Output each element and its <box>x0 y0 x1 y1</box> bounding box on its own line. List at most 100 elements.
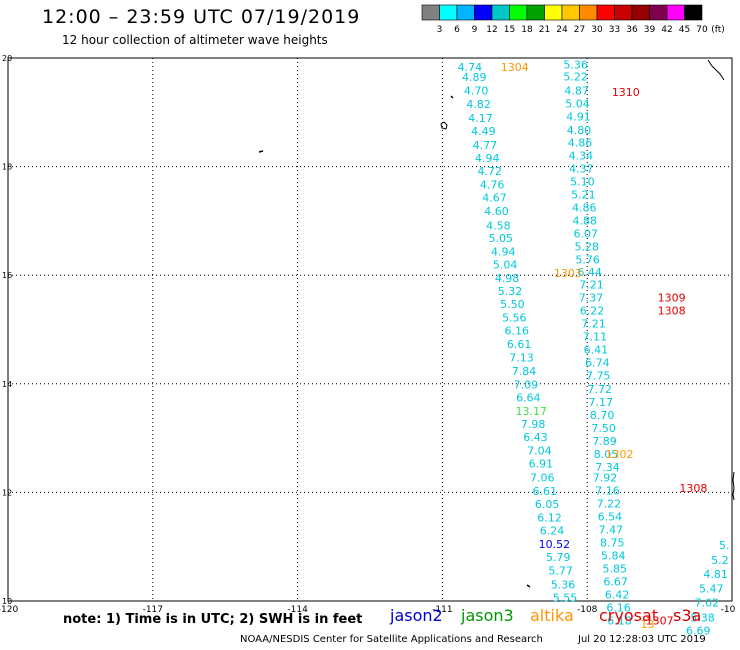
scale-label: 33 <box>609 25 620 35</box>
pass-time-label: 1308 <box>658 305 686 318</box>
coastline <box>258 59 735 588</box>
axis-labels: -120 -117 -114 -111 -108 -10 20 18 16 14 12 10 <box>0 54 736 615</box>
scale-label: 39 <box>644 25 656 35</box>
wave-height-value: 4.80 <box>567 124 592 137</box>
wave-height-value: 5.36 <box>563 59 588 72</box>
lat-tick-label: 20 <box>2 54 12 63</box>
lat-tick-label: 10 <box>2 597 12 606</box>
color-scale-legend: 3 6 9 12 15 18 21 24 27 30 33 36 39 42 45 70 (ft) <box>421 4 725 35</box>
wave-height-value: 7.11 <box>583 331 608 344</box>
wave-height-value: 5.21 <box>571 188 596 201</box>
wave-height-value: 5.22 <box>563 71 588 84</box>
lon-tick-label: -108 <box>577 605 598 615</box>
wave-height-value: 4.89 <box>462 71 487 84</box>
wave-height-value: 7.16 <box>595 484 620 497</box>
wave-height-value: 5.84 <box>601 549 626 562</box>
wave-height-value: 4.17 <box>468 112 493 125</box>
scale-label: 15 <box>504 25 515 35</box>
wave-height-value: 7.47 <box>599 523 624 536</box>
island-3 <box>258 150 264 153</box>
map-frame <box>7 57 733 602</box>
wave-height-value: 5.50 <box>500 298 525 311</box>
wave-height-value: 6.91 <box>529 458 554 471</box>
wave-height-value: 6.69 <box>686 624 711 637</box>
wave-height-value: 5.04 <box>565 98 590 111</box>
wave-height-value: 4.98 <box>495 272 520 285</box>
page-subtitle: 12 hour collection of altimeter wave hei… <box>62 33 328 47</box>
wave-height-value: 5.85 <box>602 563 627 576</box>
lon-tick-label: -114 <box>287 605 308 615</box>
wave-height-value: 5.32 <box>498 285 523 298</box>
island-4 <box>526 584 531 588</box>
pass-time-label: 1308 <box>679 482 707 495</box>
lat-tick-label: 18 <box>2 163 12 172</box>
scale-label: 30 <box>591 25 603 35</box>
wave-height-value: 6.64 <box>516 391 541 404</box>
satellite-label-altika: altika <box>530 606 574 625</box>
scale-label: 3 <box>437 25 443 35</box>
wave-height-value: 5.04 <box>493 258 518 271</box>
wave-height-value: 6.18 <box>607 615 632 628</box>
wave-height-value: 7.02 <box>695 597 720 610</box>
wave-height-value: 7.09 <box>514 378 539 391</box>
wave-height-value: 5.2 <box>711 554 729 567</box>
footer-note: note: 1) Time is in UTC; 2) SWH is in fe… <box>63 612 363 627</box>
wave-height-value: 4.91 <box>566 111 591 124</box>
wave-height-value: 4.34 <box>569 149 594 162</box>
wave-height-value: 7.34 <box>595 461 620 474</box>
wave-height-value: 4.87 <box>564 85 589 98</box>
wave-height-value: 7.72 <box>587 383 612 396</box>
lon-tick-label: -111 <box>432 605 452 615</box>
wave-height-value: 7.37 <box>579 292 604 305</box>
wave-height-value: 4.82 <box>466 98 491 111</box>
scale-label: 70 <box>696 25 708 35</box>
lon-tick-label: -10 <box>721 605 736 615</box>
island-2 <box>450 95 454 99</box>
wave-height-value: 7.06 <box>530 471 555 484</box>
wave-height-value: 4.60 <box>484 205 509 218</box>
wave-height-value: 6.07 <box>574 227 599 240</box>
scale-label: 6 <box>454 25 460 35</box>
wave-height-value: 7.04 <box>527 445 552 458</box>
wave-height-value: 4.94 <box>475 152 500 165</box>
wave-height-value: 7.75 <box>586 370 611 383</box>
wave-height-value: 13.17 <box>515 405 547 418</box>
satellite-label-jason2: jason2 <box>390 606 443 625</box>
pass-time-label: 1307 <box>646 615 674 628</box>
satellite-label-cryosat: cryosat <box>599 606 659 625</box>
wave-height-value: 4.37 <box>569 162 594 175</box>
wave-height-value: 6.61 <box>507 338 532 351</box>
wave-height-value: 5.76 <box>575 254 600 267</box>
wave-height-value: 4.67 <box>482 192 507 205</box>
wave-height-value: 7.13 <box>509 351 534 364</box>
wave-height-value: 4.49 <box>471 125 496 138</box>
scale-label: 12 <box>486 25 497 35</box>
wave-height-value: 6.54 <box>598 510 623 523</box>
wave-height-value: 4.86 <box>568 136 593 149</box>
coastline-top-right <box>707 59 725 81</box>
island-1 <box>440 121 448 130</box>
scale-label: 36 <box>626 25 638 35</box>
wave-height-value: 5.10 <box>570 175 595 188</box>
lat-lon-grid <box>7 57 733 602</box>
wave-height-value: 7.89 <box>592 435 617 448</box>
pass-time-label: 1310 <box>612 86 640 99</box>
lat-tick-label: 16 <box>2 271 12 280</box>
wave-height-value: 5.28 <box>574 241 599 254</box>
wave-height-value: 7.84 <box>512 365 537 378</box>
wave-height-value: 6.22 <box>580 305 605 318</box>
wave-height-observations: 4.744.894.704.824.174.494.774.944.724.76… <box>458 59 730 638</box>
wave-height-value: 5.79 <box>546 551 571 564</box>
wave-height-value: 4.76 <box>480 179 505 192</box>
wave-height-value: 5.56 <box>502 312 527 325</box>
wave-height-value: 8.70 <box>590 409 615 422</box>
wave-height-value: 5.38 <box>690 611 715 624</box>
wave-height-value: 4.81 <box>703 568 728 581</box>
wave-height-value: 6.41 <box>584 344 609 357</box>
satellite-label-jason3: jason3 <box>461 606 514 625</box>
wave-height-value: 4.77 <box>473 139 498 152</box>
wave-height-value: 6.16 <box>504 325 529 338</box>
wave-height-value: 13 <box>641 618 655 631</box>
lat-tick-label: 12 <box>2 488 12 497</box>
